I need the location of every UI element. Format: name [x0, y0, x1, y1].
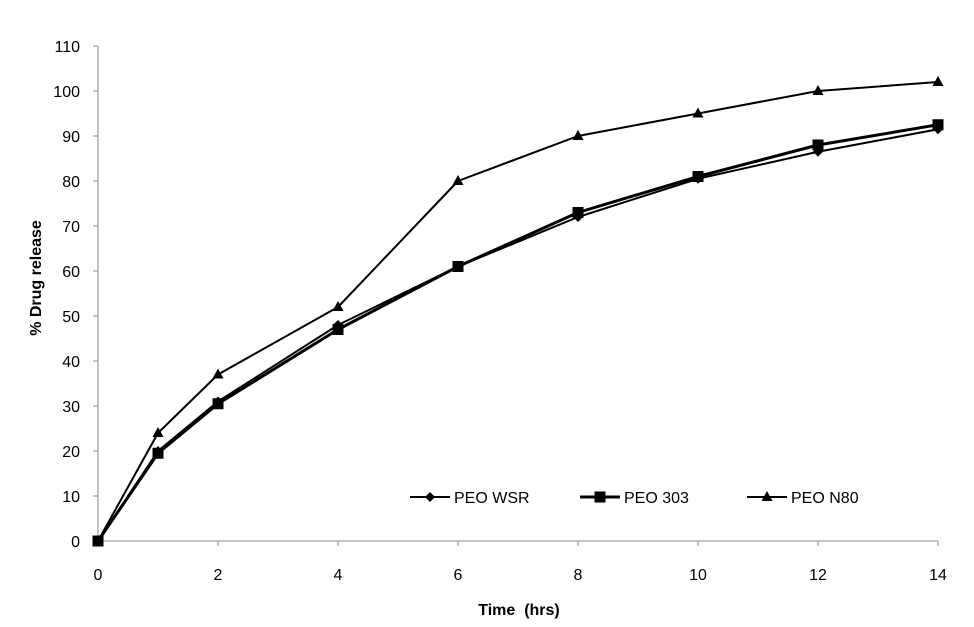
data-point-peo-303 — [212, 398, 224, 410]
series-line-peo-n80 — [97, 81, 939, 542]
data-point-peo-n80 — [332, 301, 344, 311]
data-point-peo-n80 — [572, 130, 584, 140]
data-point-peo-n80 — [692, 107, 704, 118]
x-tick-label: 12 — [809, 567, 827, 584]
series-line-peo-303 — [96, 123, 939, 542]
x-tick-label: 6 — [454, 567, 463, 584]
data-point-peo-n80 — [932, 76, 944, 86]
data-point-peo-303 — [932, 119, 944, 131]
data-point-peo-303 — [452, 261, 464, 272]
y-tick-label: 20 — [62, 444, 80, 461]
y-axis-title: % Drug release — [28, 220, 45, 336]
data-point-peo-303 — [332, 324, 344, 335]
data-point-peo-n80 — [152, 427, 164, 437]
y-tick-label: 100 — [53, 84, 80, 101]
axes — [93, 45, 939, 546]
legend: PEO WSR PEO 303 PEO N80 — [410, 490, 859, 507]
x-tick-label: 2 — [214, 567, 223, 584]
y-tick-label: 110 — [54, 39, 80, 56]
series-line-peo-wsr — [97, 128, 939, 542]
x-tick-label: 4 — [334, 567, 343, 584]
y-tick-label: 10 — [62, 489, 80, 506]
y-tick-label: 0 — [71, 534, 80, 551]
series-peo-n80 — [92, 76, 944, 545]
data-point-peo-303 — [812, 139, 824, 151]
legend-label: PEO WSR — [454, 490, 530, 507]
series-peo-wsr — [93, 124, 943, 546]
legend-item-peo-n80: PEO N80 — [747, 490, 859, 507]
x-tick-label: 0 — [94, 567, 103, 584]
legend-item-peo-wsr: PEO WSR — [410, 490, 530, 507]
y-tick-label: 80 — [62, 174, 80, 191]
data-point-peo-303 — [572, 207, 584, 218]
legend-item-peo-303: PEO 303 — [580, 490, 689, 507]
data-point-peo-n80 — [92, 535, 104, 545]
data-point-peo-n80 — [452, 175, 464, 185]
legend-label: PEO 303 — [624, 490, 689, 507]
legend-marker — [594, 491, 606, 503]
y-tick-label: 90 — [62, 129, 80, 146]
data-point-peo-n80 — [812, 85, 824, 95]
data-point-peo-303 — [152, 447, 164, 459]
y-tick-label: 70 — [62, 219, 80, 236]
x-tick-label: 14 — [929, 567, 947, 584]
y-tick-label: 60 — [62, 264, 80, 281]
data-point-peo-303 — [692, 171, 704, 182]
y-tick-label: 40 — [62, 354, 80, 371]
legend-marker — [761, 491, 773, 501]
data-point-peo-n80 — [212, 368, 224, 379]
x-tick-labels: 0 2 4 6 8 10 12 14 — [94, 567, 947, 584]
legend-marker — [425, 492, 435, 502]
legend-label: PEO N80 — [791, 490, 859, 507]
series-layer — [92, 76, 944, 547]
x-tick-label: 10 — [689, 567, 707, 584]
x-axis-title: Time (hrs) — [478, 602, 560, 619]
y-tick-label: 50 — [62, 309, 80, 326]
y-tick-label: 30 — [62, 399, 80, 416]
x-tick-label: 8 — [574, 567, 583, 584]
series-peo-303 — [92, 119, 944, 547]
y-tick-labels: 0 10 20 30 40 50 60 70 80 90 100 110 — [53, 39, 80, 551]
